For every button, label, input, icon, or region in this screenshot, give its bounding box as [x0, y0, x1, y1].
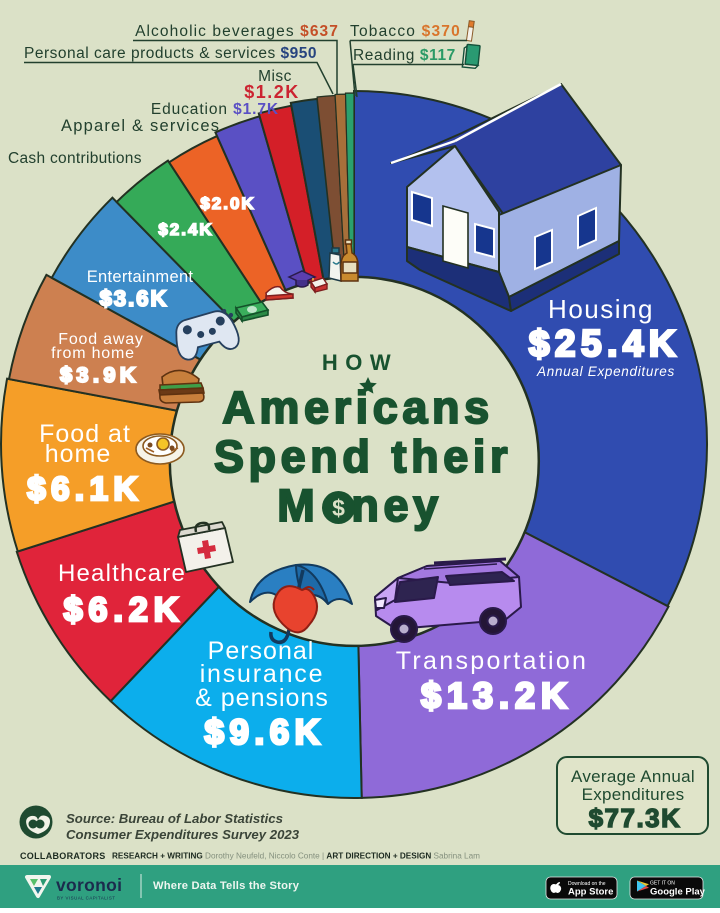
svg-text:$6.2K: $6.2K [64, 591, 185, 629]
svg-text:Consumer Expenditures Survey 2: Consumer Expenditures Survey 2023 [66, 827, 300, 842]
svg-text:Download on the: Download on the [568, 881, 606, 887]
svg-text:Where Data Tells the Story: Where Data Tells the Story [153, 880, 300, 892]
svg-text:Cash contributions: Cash contributions [8, 150, 142, 167]
svg-text:Food away: Food away [58, 331, 143, 348]
svg-text:Personal care products & servi: Personal care products & services $950 [24, 45, 317, 62]
svg-text:home: home [45, 440, 112, 468]
svg-text:Reading $117: Reading $117 [353, 47, 456, 64]
svg-text:Average Annual: Average Annual [571, 767, 695, 786]
svg-text:Transportation: Transportation [396, 647, 588, 675]
svg-text:voronoi: voronoi [56, 875, 122, 895]
svg-text:Education $1.7K: Education $1.7K [151, 101, 279, 118]
svg-text:Entertainment: Entertainment [87, 268, 194, 286]
svg-text:insurance: insurance [200, 660, 325, 688]
svg-text:Food at: Food at [39, 420, 131, 448]
svg-text:Annual Expenditures: Annual Expenditures [536, 364, 675, 379]
svg-text:Expenditures: Expenditures [582, 785, 685, 804]
svg-text:RESEARCH + WRITING Dorothy Neu: RESEARCH + WRITING Dorothy Neufeld, Nicc… [112, 852, 480, 861]
svg-text:COLLABORATORS: COLLABORATORS [20, 851, 106, 861]
svg-text:$2.4K: $2.4K [158, 220, 213, 239]
svg-text:$1.2K: $1.2K [244, 82, 300, 102]
svg-text:Source: Bureau of Labor Statis: Source: Bureau of Labor Statistics [66, 811, 283, 826]
svg-text:App Store: App Store [568, 887, 613, 898]
svg-text:Personal: Personal [208, 637, 315, 665]
svg-text:Healthcare: Healthcare [58, 560, 186, 587]
svg-text:Alcoholic beverages $637: Alcoholic beverages $637 [135, 23, 339, 40]
svg-text:$25.4K: $25.4K [529, 323, 681, 364]
svg-text:Misc: Misc [258, 68, 292, 85]
svg-text:$: $ [332, 495, 345, 521]
svg-text:$3.9K: $3.9K [60, 363, 140, 387]
svg-text:$2.0K: $2.0K [200, 194, 255, 213]
svg-text:BY VISUAL CAPITALIST: BY VISUAL CAPITALIST [57, 896, 115, 901]
svg-text:Tobacco $370: Tobacco $370 [350, 23, 461, 40]
svg-text:$13.2K: $13.2K [421, 675, 573, 716]
svg-text:$6.1K: $6.1K [27, 470, 143, 507]
svg-text:Americans: Americans [222, 382, 494, 433]
svg-text:from home: from home [51, 345, 135, 362]
svg-text:GET IT ON: GET IT ON [650, 881, 675, 887]
svg-text:$77.3K: $77.3K [589, 803, 682, 833]
svg-text:Money: Money [277, 480, 443, 531]
svg-text:HOW: HOW [322, 350, 398, 375]
svg-text:Google Play: Google Play [650, 887, 706, 898]
svg-text:$9.6K: $9.6K [205, 713, 326, 752]
svg-text:$3.6K: $3.6K [100, 286, 169, 311]
svg-text:& pensions: & pensions [195, 684, 329, 712]
svg-text:Spend their: Spend their [214, 431, 512, 482]
svg-text:Housing: Housing [548, 294, 654, 324]
svg-text:Apparel & services: Apparel & services [61, 117, 220, 135]
